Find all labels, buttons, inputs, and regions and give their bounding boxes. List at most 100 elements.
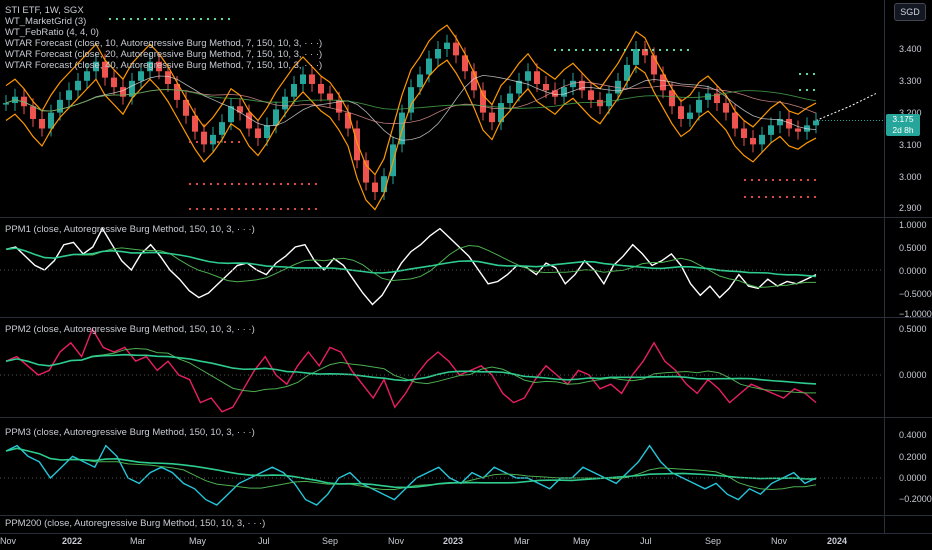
- ppm200-legend[interactable]: PPM200 (close, Autoregressive Burg Metho…: [5, 518, 266, 529]
- grid-dot: [150, 17, 154, 21]
- grid-dot: [813, 195, 817, 199]
- grid-dot: [293, 182, 297, 186]
- lower-envelope-line: [5, 59, 817, 211]
- last-price-label: 3.175 2d 8h: [886, 114, 920, 136]
- candle-body: [813, 120, 819, 126]
- ppm1-pane[interactable]: [0, 218, 884, 318]
- candle-body: [651, 55, 657, 75]
- candle-body: [624, 64, 630, 81]
- currency-button[interactable]: SGD: [894, 3, 926, 21]
- ppm2-line-trend: [5, 353, 817, 385]
- ppm200-scale[interactable]: [884, 516, 932, 534]
- candle-body: [561, 87, 567, 97]
- legend-market-grid[interactable]: WT_MarketGrid (3): [5, 16, 87, 27]
- ppm1-tick: −0.5000: [899, 289, 932, 299]
- ppm1-tick: 0.0000: [899, 266, 927, 276]
- grid-dot: [272, 182, 276, 186]
- time-axis-label: Jul: [640, 536, 652, 546]
- candle-body: [597, 99, 603, 107]
- ppm1-scale[interactable]: [884, 218, 932, 318]
- legend-wtar-40[interactable]: WTAR Forecast (close, 40, Autoregressive…: [5, 60, 323, 71]
- wtar-40-line: [5, 89, 817, 112]
- price-legend: STI ETF, 1W, SGX WT_MarketGrid (3) WT_Fe…: [5, 5, 322, 71]
- ppm3-legend[interactable]: PPM3 (close, Autoregressive Burg Method,…: [5, 427, 255, 438]
- grid-dot: [672, 48, 676, 52]
- grid-dot: [286, 182, 290, 186]
- price-tick: 3.000: [899, 172, 922, 182]
- grid-dot: [812, 88, 816, 92]
- time-axis-label: 2023: [443, 536, 464, 546]
- grid-dot: [581, 48, 585, 52]
- grid-dot: [223, 140, 227, 144]
- candle-body: [660, 74, 666, 91]
- ppm200-pane[interactable]: [0, 516, 884, 534]
- candle-body: [219, 122, 225, 135]
- grid-dot: [798, 72, 802, 76]
- ppm3-pane[interactable]: [0, 418, 884, 516]
- grid-dot: [185, 17, 189, 21]
- legend-symbol[interactable]: STI ETF, 1W, SGX: [5, 5, 84, 16]
- grid-dot: [553, 48, 557, 52]
- grid-dot: [227, 17, 231, 21]
- ppm2-scale[interactable]: [884, 318, 932, 418]
- grid-dot: [195, 207, 199, 211]
- grid-dot: [799, 178, 803, 182]
- grid-dot: [157, 17, 161, 21]
- grid-dot: [651, 48, 655, 52]
- grid-dot: [265, 207, 269, 211]
- grid-dot: [188, 140, 192, 144]
- candle-body: [30, 106, 36, 119]
- grid-dot: [806, 178, 810, 182]
- candle-body: [768, 125, 774, 135]
- ppm1-legend[interactable]: PPM1 (close, Autoregressive Burg Method,…: [5, 224, 255, 235]
- price-pane[interactable]: [0, 0, 884, 218]
- grid-dot: [209, 140, 213, 144]
- grid-dot: [792, 195, 796, 199]
- legend-feb-ratio[interactable]: WT_FebRatio (4, 4, 0): [5, 27, 99, 38]
- candle-body: [210, 134, 216, 145]
- candle-body: [453, 42, 459, 56]
- grid-dot: [623, 48, 627, 52]
- grid-dot: [812, 72, 816, 76]
- candle-body: [759, 134, 765, 145]
- ppm2-pane[interactable]: [0, 318, 884, 418]
- legend-wtar-20[interactable]: WTAR Forecast (close, 20, Autoregressive…: [5, 49, 323, 60]
- grid-dot: [757, 178, 761, 182]
- candle-body: [282, 96, 288, 110]
- grid-dot: [798, 88, 802, 92]
- forecast-line: [815, 93, 877, 122]
- grid-dot: [216, 182, 220, 186]
- candle-body: [642, 49, 648, 56]
- candle-body: [273, 109, 279, 126]
- grid-dot: [813, 178, 817, 182]
- candle-body: [300, 74, 306, 84]
- candle-body: [147, 61, 153, 72]
- chart-canvas[interactable]: [0, 0, 884, 534]
- grid-dot: [785, 178, 789, 182]
- grid-dot: [195, 140, 199, 144]
- legend-wtar-10[interactable]: WTAR Forecast (close, 10, Autoregressive…: [5, 38, 323, 49]
- grid-dot: [251, 207, 255, 211]
- grid-dot: [129, 17, 133, 21]
- grid-dot: [171, 17, 175, 21]
- candle-body: [696, 99, 702, 113]
- grid-dot: [609, 48, 613, 52]
- grid-dot: [230, 182, 234, 186]
- candle-body: [534, 71, 540, 84]
- time-axis-label: 2024: [827, 536, 848, 546]
- grid-dot: [202, 182, 206, 186]
- grid-dot: [258, 207, 262, 211]
- grid-dot: [213, 17, 217, 21]
- ppm3-scale[interactable]: [884, 418, 932, 516]
- grid-dot: [192, 17, 196, 21]
- grid-dot: [764, 195, 768, 199]
- grid-dot: [679, 48, 683, 52]
- grid-dot: [136, 17, 140, 21]
- candle-body: [201, 131, 207, 145]
- grid-dot: [637, 48, 641, 52]
- candle-body: [75, 80, 81, 91]
- price-scale[interactable]: [884, 0, 932, 218]
- grid-dot: [122, 17, 126, 21]
- price-tick: 3.400: [899, 44, 922, 54]
- ppm2-legend[interactable]: PPM2 (close, Autoregressive Burg Method,…: [5, 324, 255, 335]
